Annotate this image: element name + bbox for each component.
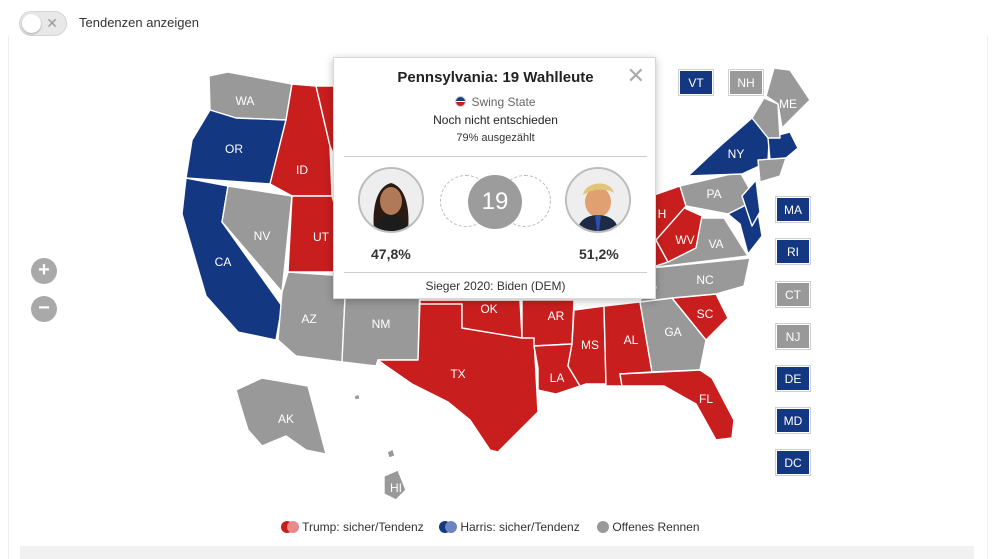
trump-trend-dot-icon	[287, 521, 299, 533]
trump-percentage: 51,2%	[579, 246, 619, 262]
swing-state-label: Swing State	[471, 95, 536, 109]
state-fl[interactable]	[619, 369, 735, 441]
trump-portrait-icon	[567, 169, 629, 231]
state-vt-nh[interactable]	[751, 97, 781, 139]
legend-trump-label: Trump: sicher/Tendenz	[302, 520, 424, 534]
legend-harris-label: Harris: sicher/Tendenz	[460, 520, 580, 534]
state-ak[interactable]	[235, 377, 327, 455]
toggle-label: Tendenzen anzeigen	[79, 15, 199, 30]
zoom-in-button[interactable]: +	[31, 258, 57, 284]
label-ut: UT	[313, 230, 330, 244]
label-ca: CA	[215, 255, 232, 269]
label-pa: PA	[706, 187, 721, 201]
small-state-dc[interactable]: DC	[776, 450, 810, 475]
legend-open: Offenes Rennen	[597, 520, 700, 534]
label-tx: TX	[450, 367, 465, 381]
open-dot-icon	[597, 521, 609, 533]
state-hi-island-2	[386, 448, 396, 459]
close-icon[interactable]: ✕	[626, 63, 645, 88]
winner-2020: Sieger 2020: Biden (DEM)	[425, 279, 566, 293]
label-ny: NY	[728, 147, 745, 161]
label-al: AL	[624, 333, 639, 347]
label-ok: OK	[480, 302, 497, 316]
label-ms: MS	[581, 338, 599, 352]
swing-state-badge: Swing State	[334, 95, 657, 109]
label-sc: SC	[697, 307, 714, 321]
label-or: OR	[225, 142, 243, 156]
trump-avatar	[565, 167, 631, 233]
small-state-de[interactable]: DE	[776, 366, 810, 391]
harris-percentage: 47,8%	[371, 246, 411, 262]
harris-trend-dot-icon	[445, 521, 457, 533]
divider	[344, 272, 647, 273]
harris-avatar	[358, 167, 424, 233]
zoom-out-button[interactable]: −	[31, 296, 57, 322]
label-az: AZ	[301, 312, 316, 326]
label-oh: H	[658, 207, 667, 221]
state-new-england[interactable]	[767, 131, 799, 161]
label-wa: WA	[236, 94, 255, 108]
small-state-vt[interactable]: VT	[679, 70, 713, 95]
label-me: ME	[779, 97, 797, 111]
harris-portrait-icon	[360, 169, 422, 231]
label-ar: AR	[548, 309, 565, 323]
small-state-ri[interactable]: RI	[776, 239, 810, 264]
legend-harris: Harris: sicher/Tendenz	[439, 520, 580, 534]
tendencies-toggle[interactable]: ✕	[19, 11, 67, 36]
state-ct-ri[interactable]	[757, 157, 787, 183]
label-va: VA	[708, 237, 723, 251]
legend-open-label: Offenes Rennen	[612, 520, 700, 534]
bottom-strip	[20, 546, 974, 559]
label-ak: AK	[278, 412, 294, 426]
result-status: Noch nicht entschieden	[433, 113, 558, 127]
state-nj[interactable]	[741, 179, 761, 227]
label-nc: NC	[696, 273, 714, 287]
label-ga: GA	[664, 325, 681, 339]
small-state-nj[interactable]: NJ	[776, 324, 810, 349]
label-nm: NM	[372, 317, 391, 331]
state-detail-popup: Pennsylvania: 19 Wahlleute ✕ Swing State…	[333, 57, 656, 299]
label-nv: NV	[254, 229, 271, 243]
label-hi: HI	[390, 481, 402, 495]
small-state-ct[interactable]: CT	[776, 282, 810, 307]
toggle-knob	[22, 14, 41, 33]
small-state-ma[interactable]: MA	[776, 197, 810, 222]
legend-trump: Trump: sicher/Tendenz	[281, 520, 424, 534]
popup-title: Pennsylvania: 19 Wahlleute	[397, 69, 594, 86]
label-la: LA	[550, 371, 565, 385]
state-hi-island-1	[353, 393, 361, 401]
state-me[interactable]	[765, 67, 811, 129]
divider	[344, 156, 647, 157]
small-state-md[interactable]: MD	[776, 408, 810, 433]
state-hi[interactable]	[383, 469, 407, 501]
label-id: ID	[296, 163, 308, 177]
small-state-nh[interactable]: NH	[729, 70, 763, 95]
swing-state-icon	[455, 96, 467, 107]
electors-count: 19	[468, 175, 522, 229]
label-wv: WV	[675, 233, 694, 247]
label-fl: FL	[699, 392, 713, 406]
counted-percentage: 79% ausgezählt	[456, 132, 535, 144]
x-icon: ✕	[46, 15, 58, 31]
